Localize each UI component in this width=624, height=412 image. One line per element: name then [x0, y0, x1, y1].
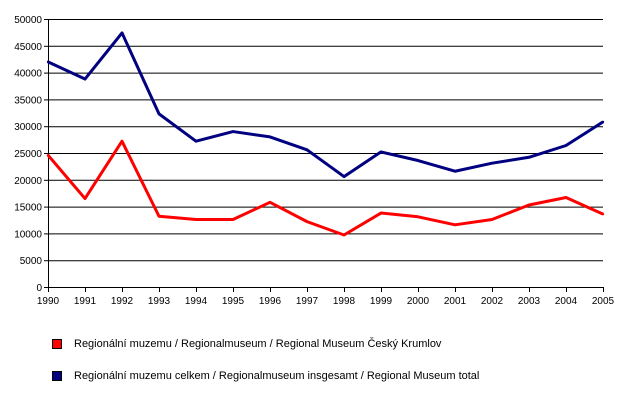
y-tick-label-10000: 10000	[14, 229, 42, 240]
x-tick-label-1998: 1998	[333, 296, 356, 307]
x-tick-label-2004: 2004	[555, 296, 578, 307]
point-total-1990	[46, 60, 50, 64]
series-line-total	[47, 31, 604, 179]
x-tick-label-1991: 1991	[74, 296, 97, 307]
x-tick-label-1993: 1993	[148, 296, 171, 307]
x-tick-label-1994: 1994	[185, 296, 208, 307]
point-total-1997	[305, 148, 309, 151]
point-cesky-krumlov-1993	[157, 215, 161, 218]
point-cesky-krumlov-1990	[46, 153, 50, 157]
x-tick-label-1995: 1995	[222, 296, 245, 307]
series-line-cesky-krumlov	[46, 139, 604, 237]
point-cesky-krumlov-1998	[342, 233, 346, 237]
x-tick-label-1999: 1999	[370, 296, 393, 307]
point-cesky-krumlov-1991	[83, 197, 87, 200]
x-tick-label-2000: 2000	[407, 296, 430, 307]
y-tick-label-50000: 50000	[14, 15, 42, 26]
point-total-2001	[453, 170, 457, 173]
point-cesky-krumlov-2003	[527, 203, 531, 207]
legend-label-total: Regionální muzemu celkem / Regionalmuseu…	[74, 370, 480, 382]
point-total-2002	[490, 161, 494, 165]
x-tick-label-1990: 1990	[37, 296, 60, 307]
point-total-1993	[157, 112, 161, 116]
point-cesky-krumlov-1997	[305, 220, 309, 223]
point-total-1999	[379, 150, 383, 154]
point-total-2004	[564, 144, 568, 147]
y-tick-label-0: 0	[36, 283, 42, 294]
y-tick-label-15000: 15000	[14, 203, 42, 214]
x-tick-label-2002: 2002	[481, 296, 504, 307]
y-tick-label-45000: 45000	[14, 42, 42, 53]
point-cesky-krumlov-1996	[268, 201, 272, 204]
y-tick-label-5000: 5000	[20, 256, 43, 267]
point-total-2005	[601, 120, 605, 124]
y-tick-label-20000: 20000	[14, 176, 42, 187]
y-tick-label-30000: 30000	[14, 122, 42, 133]
x-tick-label-1992: 1992	[111, 296, 134, 307]
point-total-1991	[83, 77, 87, 81]
point-total-2000	[416, 159, 420, 162]
point-cesky-krumlov-2000	[416, 215, 420, 218]
point-cesky-krumlov-2001	[453, 223, 457, 227]
point-total-1992	[120, 31, 124, 35]
y-tick-label-25000: 25000	[14, 149, 42, 160]
legend-swatch-red	[52, 339, 62, 349]
y-tick-label-40000: 40000	[14, 69, 42, 80]
point-total-1998	[342, 175, 346, 178]
point-total-1995	[231, 130, 235, 133]
point-cesky-krumlov-2005	[601, 212, 605, 216]
x-tick-label-2001: 2001	[444, 296, 467, 307]
x-tick-label-2005: 2005	[592, 296, 615, 307]
point-cesky-krumlov-1994	[194, 218, 198, 221]
point-cesky-krumlov-1995	[231, 218, 235, 221]
point-cesky-krumlov-2004	[564, 196, 568, 199]
point-cesky-krumlov-1999	[379, 211, 383, 215]
legend-item-total: Regionální muzemu celkem / Regionalmuseu…	[52, 368, 612, 384]
legend-item-cesky-krumlov: Regionální muzemu / Regionalmuseum / Reg…	[52, 336, 612, 352]
y-tick-label-35000: 35000	[14, 95, 42, 106]
point-total-1996	[268, 135, 272, 139]
legend-label-cesky-krumlov: Regionální muzemu / Regionalmuseum / Reg…	[74, 338, 442, 350]
legend: Regionální muzemu / Regionalmuseum / Reg…	[52, 336, 612, 400]
legend-swatch-navy	[52, 371, 62, 381]
point-cesky-krumlov-2002	[490, 218, 494, 221]
point-cesky-krumlov-1992	[120, 140, 124, 143]
x-tick-label-1997: 1997	[296, 296, 319, 307]
x-tick-label-1996: 1996	[259, 296, 282, 307]
point-total-1994	[194, 140, 198, 143]
x-tick-label-2003: 2003	[518, 296, 541, 307]
point-total-2003	[527, 156, 531, 159]
